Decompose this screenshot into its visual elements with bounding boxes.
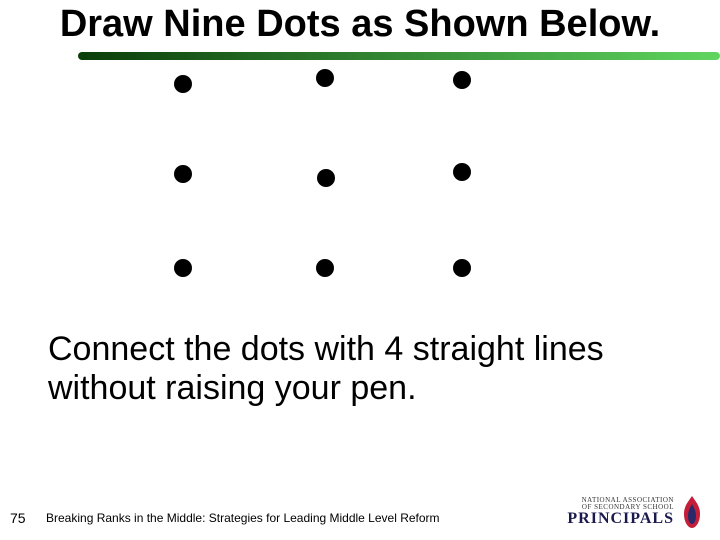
flame-icon [678,494,706,530]
slide-title: Draw Nine Dots as Shown Below. [0,0,720,46]
instruction-content: Connect the dots with 4 straight lines w… [48,330,604,407]
dot-9 [453,259,471,277]
dot-5 [317,169,335,187]
logo-line-3: PRINCIPALS [567,511,674,527]
footer-citation: Breaking Ranks in the Middle: Strategies… [40,511,440,525]
nassp-logo: NATIONAL ASSOCIATION OF SECONDARY SCHOOL… [567,494,706,530]
dot-8 [316,259,334,277]
instruction-text: Connect the dots with 4 straight lines w… [0,330,720,408]
dot-4 [174,165,192,183]
dot-2 [316,69,334,87]
page-number: 75 [0,510,40,526]
dot-1 [174,75,192,93]
dot-6 [453,163,471,181]
logo-text-block: NATIONAL ASSOCIATION OF SECONDARY SCHOOL… [567,497,674,527]
nine-dots-grid [0,66,720,326]
title-text: Draw Nine Dots as Shown Below. [60,3,660,45]
dot-7 [174,259,192,277]
divider-bar [78,52,720,60]
dot-3 [453,71,471,89]
